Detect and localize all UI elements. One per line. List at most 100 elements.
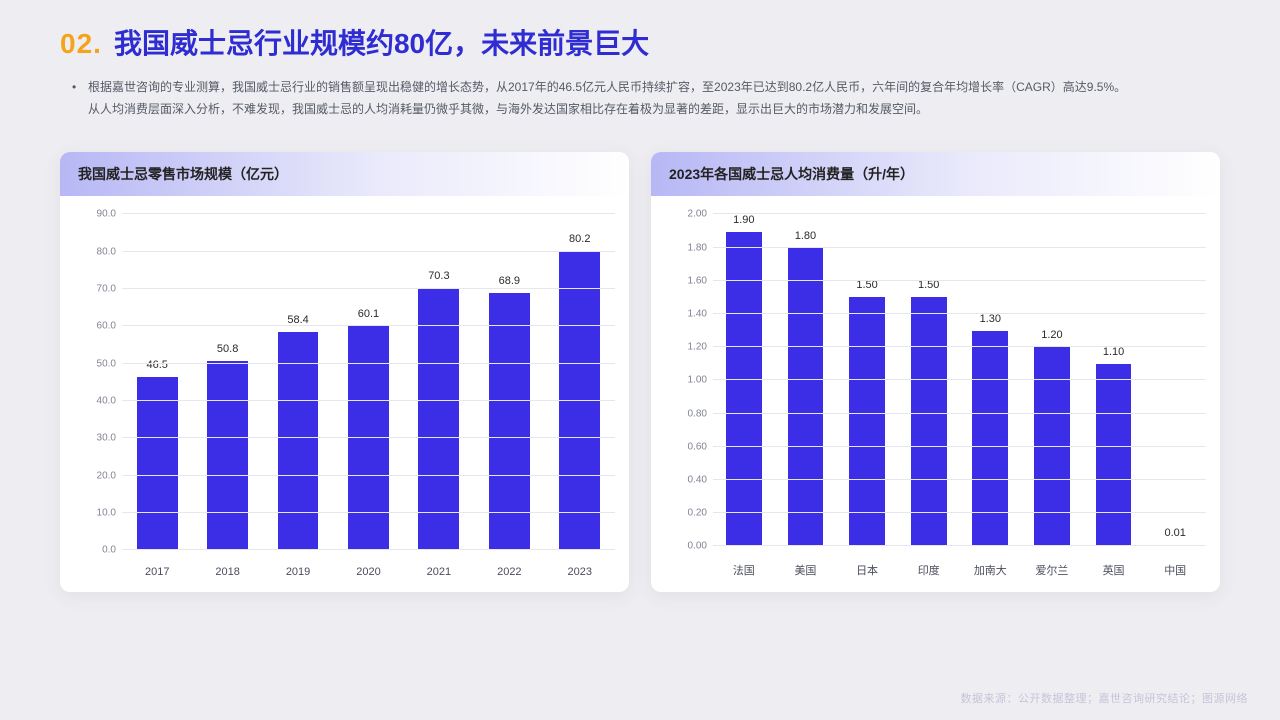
y-tick: 1.40 <box>688 308 707 319</box>
y-tick: 60.0 <box>97 321 116 332</box>
title-row: 02. 我国威士忌行业规模约80亿，未来前景巨大 <box>60 22 1220 62</box>
bar-column: 1.30 <box>960 214 1022 546</box>
x-tick: 日本 <box>836 562 898 578</box>
bar-value-label: 68.9 <box>499 275 520 287</box>
grid-line <box>713 247 1206 248</box>
bar-value-label: 50.8 <box>217 343 238 355</box>
bar-column: 80.2 <box>545 214 615 550</box>
grid-line <box>122 549 615 550</box>
bar-value-label: 70.3 <box>428 270 449 282</box>
chart-body-left: 0.010.020.030.040.050.060.070.080.090.0 … <box>60 196 629 558</box>
x-tick: 2020 <box>333 566 403 578</box>
x-axis-left: 2017201820192020202120222023 <box>60 558 629 592</box>
bar-value-label: 1.80 <box>795 230 816 242</box>
y-tick: 0.0 <box>102 545 116 556</box>
charts-row: 我国威士忌零售市场规模（亿元） 0.010.020.030.040.050.06… <box>0 130 1280 592</box>
bars-left: 46.5 50.8 58.460.1 70.3 68.9 80.2 <box>122 214 615 550</box>
slide-header: 02. 我国威士忌行业规模约80亿，未来前景巨大 根据嘉世咨询的专业测算，我国威… <box>0 0 1280 130</box>
x-tick: 2018 <box>192 566 262 578</box>
bar-value-label: 1.50 <box>856 279 877 291</box>
grid-line <box>122 400 615 401</box>
x-tick: 法国 <box>713 562 775 578</box>
chart-card-left: 我国威士忌零售市场规模（亿元） 0.010.020.030.040.050.06… <box>60 152 629 592</box>
y-tick: 0.00 <box>688 541 707 552</box>
x-tick: 2019 <box>263 566 333 578</box>
bar-value-label: 1.10 <box>1103 346 1124 358</box>
bar-column: 1.50 <box>836 214 898 546</box>
y-axis-left: 0.010.020.030.040.050.060.070.080.090.0 <box>68 214 122 550</box>
y-tick: 90.0 <box>97 209 116 220</box>
bar-column: 60.1 <box>333 214 403 550</box>
grid-line <box>122 288 615 289</box>
x-tick: 中国 <box>1144 562 1206 578</box>
chart-card-right: 2023年各国威士忌人均消费量（升/年） 0.00 0.20 0.40 0.60 0.8… <box>651 152 1220 592</box>
y-tick: 1.00 <box>688 375 707 386</box>
y-tick: 0.80 <box>688 408 707 419</box>
grid-line <box>713 346 1206 347</box>
x-tick: 英国 <box>1083 562 1145 578</box>
page-title: 我国威士忌行业规模约80亿，未来前景巨大 <box>114 22 649 62</box>
bar-column: 70.3 <box>404 214 474 550</box>
bar-column: 1.80 <box>775 214 837 546</box>
x-tick: 美国 <box>775 562 837 578</box>
bar-value-label: 1.90 <box>733 214 754 226</box>
bar-column: 68.9 <box>474 214 544 550</box>
y-axis-right: 0.000.200.400.600.801.001.201.401.601.80… <box>659 214 713 546</box>
grid-line <box>122 512 615 513</box>
y-tick: 1.80 <box>688 242 707 253</box>
bar <box>137 377 178 551</box>
description-line-1: 根据嘉世咨询的专业测算，我国威士忌行业的销售额呈现出稳健的增长态势，从2017年… <box>78 76 1220 98</box>
grid-line <box>713 379 1206 380</box>
bar-column: 1.10 <box>1083 214 1145 546</box>
x-tick: 2021 <box>404 566 474 578</box>
x-tick: 加南大 <box>960 562 1022 578</box>
y-tick: 1.60 <box>688 275 707 286</box>
grid-line <box>122 325 615 326</box>
y-tick: 0.20 <box>688 508 707 519</box>
x-tick: 2022 <box>474 566 544 578</box>
grid-line <box>713 479 1206 480</box>
y-tick: 10.0 <box>97 508 116 519</box>
bar-column: 1.50 <box>898 214 960 546</box>
bar-value-label: 46.5 <box>147 359 168 371</box>
data-source-footer: 数据来源：公开数据整理；嘉世咨询研究结论；图源网络 <box>961 690 1249 706</box>
x-tick: 2017 <box>122 566 192 578</box>
x-tick: 印度 <box>898 562 960 578</box>
bar <box>207 361 248 551</box>
y-tick: 0.40 <box>688 474 707 485</box>
bar <box>1096 364 1132 547</box>
x-tick: 爱尔兰 <box>1021 562 1083 578</box>
chart-title-right: 2023年各国威士忌人均消费量（升/年） <box>651 152 1220 196</box>
bar-column: 1.90 <box>713 214 775 546</box>
y-tick: 20.0 <box>97 470 116 481</box>
plot-area-left: 46.5 50.8 58.460.1 70.3 68.9 80.2 <box>122 214 615 550</box>
grid-line <box>713 313 1206 314</box>
plot-area-right: 1.90 1.80 1.50 1.50 1.30 1.20 1.10 0.01 <box>713 214 1206 546</box>
bar <box>418 288 459 550</box>
y-tick: 0.60 <box>688 441 707 452</box>
y-tick: 80.0 <box>97 246 116 257</box>
bar-column: 46.5 <box>122 214 192 550</box>
bar-value-label: 80.2 <box>569 233 590 245</box>
bar <box>788 248 824 547</box>
grid-line <box>122 363 615 364</box>
bar-column: 58.4 <box>263 214 333 550</box>
grid-line <box>713 213 1206 214</box>
y-tick: 2.00 <box>688 209 707 220</box>
chart-body-right: 0.00 0.20 0.40 0.60 0.80 1.00 1.20 1.40 1.60 1.80… <box>651 196 1220 554</box>
chart-title-left: 我国威士忌零售市场规模（亿元） <box>60 152 629 196</box>
bars-right: 1.90 1.80 1.50 1.50 1.30 1.20 1.10 0.01 <box>713 214 1206 546</box>
grid-line <box>122 475 615 476</box>
bar <box>911 297 947 546</box>
bar-column: 1.20 <box>1021 214 1083 546</box>
bar-value-label: 0.01 <box>1164 527 1185 539</box>
grid-line <box>122 251 615 252</box>
description-block: 根据嘉世咨询的专业测算，我国威士忌行业的销售额呈现出稳健的增长态势，从2017年… <box>78 76 1220 120</box>
grid-line <box>713 446 1206 447</box>
x-tick: 2023 <box>545 566 615 578</box>
grid-line <box>122 213 615 214</box>
bar-column: 50.8 <box>192 214 262 550</box>
section-number: 02. <box>60 28 102 60</box>
bar-value-label: 1.30 <box>980 313 1001 325</box>
y-tick: 1.20 <box>688 342 707 353</box>
